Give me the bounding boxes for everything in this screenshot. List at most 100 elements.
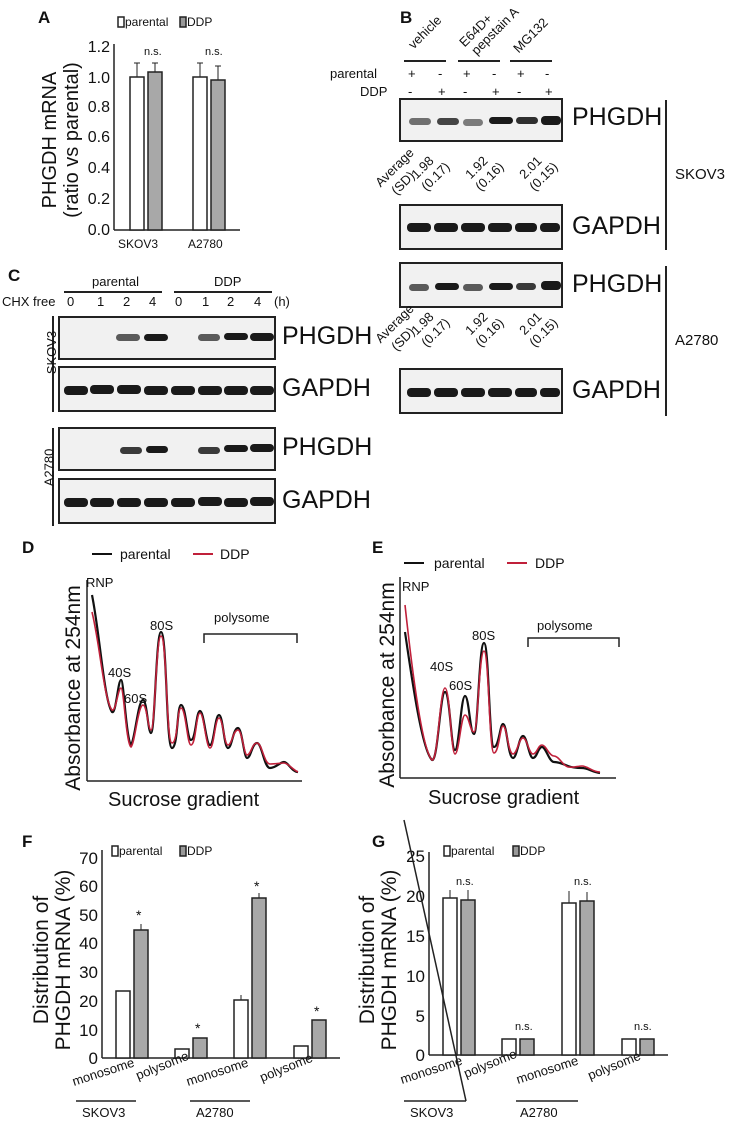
svg-text:25: 25 [406, 847, 425, 866]
treatment-bracket-vehicle [404, 60, 446, 62]
svg-text:SKOV3: SKOV3 [118, 237, 158, 251]
svg-text:80S: 80S [472, 628, 495, 643]
svg-text:RNP: RNP [86, 575, 113, 590]
svg-text:A2780: A2780 [196, 1105, 234, 1120]
svg-text:A2780: A2780 [188, 237, 223, 251]
svg-text:parental: parental [451, 844, 494, 858]
svg-text:DDP: DDP [220, 546, 250, 562]
svg-text:80S: 80S [150, 618, 173, 633]
svg-text:10: 10 [79, 1021, 98, 1040]
blot-label-c-gapdh-2: GAPDH [282, 486, 371, 514]
svg-text:DDP: DDP [187, 844, 212, 858]
blot-label-gapdh-1: GAPDH [572, 212, 661, 240]
svg-text:30: 30 [79, 963, 98, 982]
cell-line-label-a2780: A2780 [675, 332, 719, 349]
panel-label-a: A [38, 8, 51, 27]
blot-label-phgdh-2: PHGDH [572, 270, 663, 298]
svg-text:parental: parental [125, 15, 168, 29]
svg-text:monosome: monosome [514, 1053, 580, 1087]
svg-text:1.2: 1.2 [88, 39, 110, 56]
svg-text:monosome: monosome [184, 1055, 250, 1089]
svg-text:60S: 60S [124, 691, 147, 706]
cell-line-label-c-a2780: A2780 [41, 448, 57, 487]
svg-text:monosome: monosome [398, 1053, 464, 1087]
svg-text:50: 50 [79, 906, 98, 925]
svg-text:60S: 60S [449, 678, 472, 693]
svg-text:monosome: monosome [70, 1055, 136, 1089]
svg-text:SKOV3: SKOV3 [82, 1105, 125, 1120]
svg-text:40: 40 [79, 934, 98, 953]
svg-text:polysome: polysome [214, 610, 270, 625]
group-bracket-ddp [174, 291, 272, 293]
svg-text:10: 10 [406, 967, 425, 986]
svg-text:DDP: DDP [535, 555, 565, 571]
svg-text:0.2: 0.2 [88, 191, 110, 208]
chart-panel-e: parental DDP Absorbance at 254nm Sucrose… [376, 555, 620, 809]
cell-line-label-c-skov3: SKOV3 [44, 330, 60, 375]
svg-text:DDP: DDP [187, 15, 212, 29]
blot-c-skov3-phgdh [58, 316, 276, 360]
svg-text:A2780: A2780 [520, 1105, 558, 1120]
legend-a: parental DDP [117, 15, 212, 29]
group-bracket-parental [64, 291, 162, 293]
blot-label-c-phgdh-1: PHGDH [282, 322, 373, 350]
cell-line-label-skov3: SKOV3 [675, 166, 726, 183]
svg-text:20: 20 [79, 992, 98, 1011]
panel-label-e: E [372, 538, 384, 557]
svg-text:PHGDH mRNA: PHGDH mRNA [39, 71, 61, 208]
svg-text:n.s.: n.s. [456, 876, 474, 888]
row-label-ddp: DDP [360, 84, 388, 99]
panel-label-c: C [8, 266, 21, 285]
svg-text:SKOV3: SKOV3 [410, 1105, 453, 1120]
svg-text:1.0: 1.0 [88, 70, 110, 87]
svg-text:70: 70 [79, 849, 98, 868]
svg-text:5: 5 [416, 1007, 425, 1026]
svg-text:n.s.: n.s. [144, 46, 162, 58]
svg-text:n.s.: n.s. [205, 46, 223, 58]
panel-label-b: B [400, 8, 413, 27]
svg-text:n.s.: n.s. [574, 876, 592, 888]
panel-label-g: G [372, 832, 386, 851]
cell-line-bracket-a2780 [665, 266, 667, 416]
svg-text:PHGDH mRNA (%): PHGDH mRNA (%) [378, 870, 401, 1051]
svg-text:Sucrose gradient: Sucrose gradient [428, 787, 580, 809]
chart-panel-g: parental DDP 0 5 10 15 20 25 Distributio… [356, 819, 668, 1120]
svg-text:PHGDH mRNA (%): PHGDH mRNA (%) [52, 870, 75, 1051]
svg-text:parental: parental [120, 546, 171, 562]
treatment-label-mg132: MG132 [510, 14, 551, 56]
svg-text:n.s.: n.s. [634, 1021, 652, 1033]
svg-text:Distribution of: Distribution of [356, 896, 379, 1025]
row-label-parental: parental [330, 66, 377, 81]
svg-text:Distribution of: Distribution of [30, 896, 53, 1025]
svg-text:parental: parental [434, 555, 485, 571]
chart-panel-a: parental DDP 0.0 0.2 0.4 0.6 0.8 1.0 1.2… [39, 15, 240, 251]
cell-line-bracket-c-a2780 [52, 428, 54, 526]
cell-line-bracket-c-skov3 [52, 316, 54, 412]
svg-text:Sucrose gradient: Sucrose gradient [108, 789, 260, 811]
cell-line-bracket-skov3 [665, 100, 667, 250]
blot-b-skov3-gapdh [399, 204, 563, 250]
blot-label-gapdh-2: GAPDH [572, 376, 661, 404]
svg-text:40S: 40S [108, 665, 131, 680]
svg-text:0: 0 [416, 1046, 425, 1065]
group-label-ddp: DDP [214, 274, 242, 289]
blot-b-skov3-phgdh [399, 98, 563, 142]
svg-text:*: * [314, 1003, 320, 1019]
blot-c-a2780-phgdh [58, 427, 276, 471]
svg-text:RNP: RNP [402, 579, 429, 594]
svg-text:parental: parental [119, 844, 162, 858]
treatment-bracket-mg132 [510, 60, 552, 62]
svg-text:0.0: 0.0 [88, 222, 110, 239]
blot-c-skov3-gapdh [58, 366, 276, 412]
svg-text:*: * [136, 907, 142, 923]
group-label-parental: parental [92, 274, 139, 289]
chart-panel-f: parental DDP 0 10 20 30 40 50 60 70 Dist… [30, 844, 340, 1120]
svg-text:polysome: polysome [537, 618, 593, 633]
blot-b-a2780-phgdh [399, 262, 563, 308]
svg-text:0.6: 0.6 [88, 129, 110, 146]
blot-label-c-gapdh-1: GAPDH [282, 374, 371, 402]
blot-label-c-phgdh-2: PHGDH [282, 433, 373, 461]
svg-text:(ratio vs parental): (ratio vs parental) [61, 62, 83, 218]
blot-b-a2780-gapdh [399, 368, 563, 414]
svg-text:DDP: DDP [520, 844, 545, 858]
